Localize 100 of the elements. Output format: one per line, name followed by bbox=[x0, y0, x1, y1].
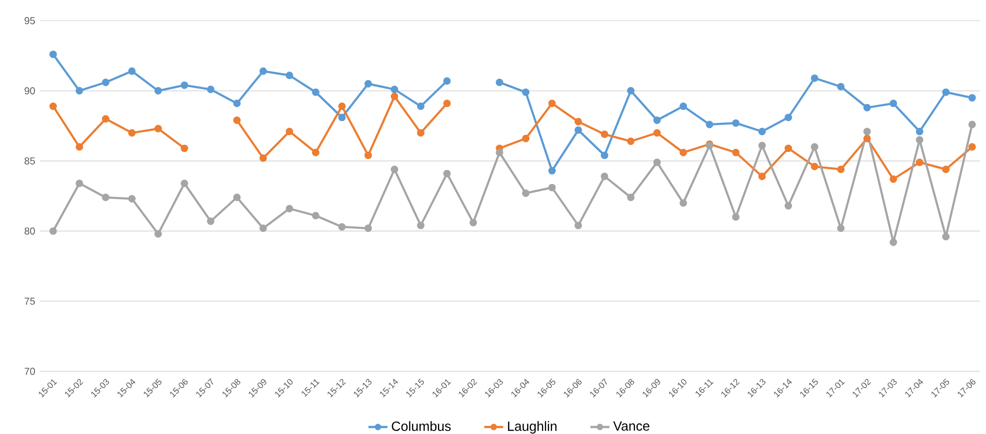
point bbox=[837, 82, 845, 90]
point bbox=[154, 124, 162, 132]
point bbox=[916, 128, 924, 136]
point bbox=[627, 194, 635, 202]
point bbox=[416, 222, 424, 230]
point bbox=[259, 224, 267, 232]
point bbox=[312, 212, 320, 220]
point bbox=[653, 116, 661, 124]
point bbox=[49, 102, 57, 110]
y-tick-label: 80 bbox=[24, 228, 35, 235]
point bbox=[627, 87, 635, 95]
point bbox=[259, 154, 267, 162]
point bbox=[522, 88, 530, 96]
point bbox=[128, 129, 136, 137]
point bbox=[653, 129, 661, 137]
point bbox=[338, 114, 346, 122]
point bbox=[102, 115, 110, 123]
point bbox=[968, 143, 976, 151]
point bbox=[784, 144, 792, 152]
point bbox=[338, 223, 346, 231]
point bbox=[890, 175, 898, 183]
point bbox=[942, 232, 950, 240]
point bbox=[286, 72, 294, 80]
point bbox=[76, 143, 84, 151]
point bbox=[233, 100, 241, 108]
point bbox=[76, 87, 84, 95]
point bbox=[863, 104, 871, 112]
point bbox=[810, 162, 818, 170]
point bbox=[470, 218, 477, 226]
point bbox=[312, 88, 320, 96]
y-tick-label: 90 bbox=[24, 87, 35, 94]
point bbox=[863, 128, 871, 136]
point bbox=[968, 94, 976, 102]
point bbox=[574, 118, 582, 126]
point bbox=[706, 120, 714, 128]
point bbox=[154, 87, 162, 95]
point bbox=[916, 136, 924, 144]
point bbox=[548, 184, 556, 192]
y-tick-label: 70 bbox=[24, 368, 35, 375]
legend-label: Vance bbox=[613, 421, 650, 431]
legend-label: Columbus bbox=[392, 421, 451, 431]
point bbox=[49, 227, 57, 235]
point bbox=[784, 202, 792, 210]
point bbox=[180, 144, 188, 152]
point bbox=[102, 78, 110, 86]
point bbox=[680, 199, 688, 207]
point bbox=[390, 166, 398, 174]
point bbox=[312, 148, 320, 156]
point bbox=[180, 180, 188, 188]
point bbox=[810, 74, 818, 82]
point bbox=[390, 92, 398, 100]
point bbox=[416, 129, 424, 137]
point bbox=[758, 172, 766, 180]
point bbox=[600, 152, 608, 160]
point bbox=[548, 100, 556, 108]
point bbox=[732, 119, 740, 127]
point bbox=[206, 86, 214, 94]
point bbox=[522, 134, 530, 142]
point bbox=[942, 166, 950, 174]
point bbox=[443, 77, 451, 85]
point bbox=[548, 167, 556, 174]
point bbox=[574, 126, 582, 134]
point bbox=[942, 88, 950, 96]
y-tick-label: 85 bbox=[24, 157, 35, 164]
point bbox=[784, 114, 792, 122]
point bbox=[732, 148, 740, 156]
point bbox=[758, 128, 766, 136]
point bbox=[233, 116, 241, 124]
point bbox=[76, 180, 84, 188]
point bbox=[443, 100, 451, 108]
point bbox=[364, 224, 372, 232]
point bbox=[680, 148, 688, 156]
point bbox=[680, 102, 688, 110]
point bbox=[758, 142, 766, 150]
point bbox=[233, 194, 241, 202]
point bbox=[600, 172, 608, 180]
legend-label: Laughlin bbox=[508, 421, 556, 434]
point bbox=[837, 224, 845, 232]
point bbox=[968, 120, 976, 128]
point bbox=[364, 80, 372, 88]
point bbox=[338, 102, 346, 110]
point bbox=[810, 143, 818, 151]
point bbox=[259, 67, 267, 75]
point bbox=[154, 230, 162, 238]
point bbox=[600, 130, 608, 138]
point bbox=[443, 170, 451, 178]
point bbox=[574, 222, 582, 230]
point bbox=[180, 81, 188, 89]
point bbox=[496, 78, 504, 86]
point bbox=[627, 138, 635, 146]
point bbox=[916, 158, 924, 166]
point bbox=[890, 238, 898, 246]
point bbox=[890, 100, 898, 108]
point bbox=[522, 189, 530, 197]
point bbox=[837, 166, 845, 174]
point bbox=[390, 86, 398, 94]
point bbox=[732, 213, 740, 221]
point bbox=[653, 158, 661, 166]
y-tick-label: 95 bbox=[24, 17, 35, 24]
point bbox=[364, 152, 372, 160]
